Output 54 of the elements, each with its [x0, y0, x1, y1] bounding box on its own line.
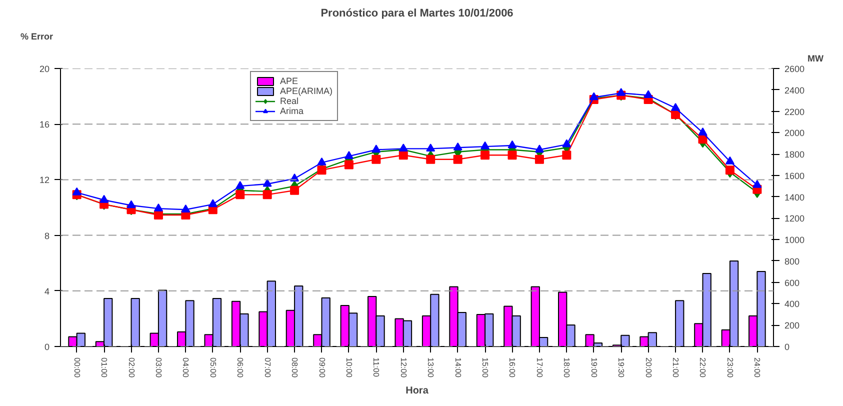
- x-tick-label: 19:30: [616, 358, 626, 378]
- y2-tick-label: 1600: [784, 170, 805, 181]
- y2-tick-label: 2600: [784, 64, 805, 74]
- y-tick-label: 0: [44, 342, 50, 352]
- x-tick-label: 00:00: [72, 358, 82, 378]
- y2-tick-label: 1800: [784, 150, 805, 160]
- x-tick-label: 24:00: [752, 358, 762, 378]
- x-tick-label: 07:00: [262, 358, 272, 378]
- x-tick-label: 19:00: [589, 358, 598, 378]
- y2-tick-label: 800: [784, 256, 800, 266]
- x-tick-label: 05:00: [208, 358, 218, 378]
- x-tick-label: 22:00: [698, 358, 708, 378]
- x-tick-label: 23:00: [725, 358, 734, 378]
- x-axis-title: Hora: [406, 386, 429, 397]
- x-tick-label: 21:00: [671, 358, 680, 378]
- y2-tick-label: 1200: [784, 214, 805, 224]
- x-tick-label: 15:00: [480, 358, 490, 378]
- y-tick-label: 12: [39, 175, 50, 186]
- y2-tick-label: 2200: [784, 106, 805, 117]
- y2-tick-label: 0: [784, 342, 790, 352]
- y2-tick-label: 1400: [784, 192, 805, 202]
- x-tick-label: 06:00: [236, 358, 245, 378]
- y-tick-label: 8: [44, 230, 50, 241]
- y2-axis-title: MW: [808, 54, 824, 64]
- x-tick-label: 10:00: [344, 358, 354, 378]
- x-tick-label: 11:00: [372, 358, 381, 378]
- y2-tick-label: 400: [784, 299, 800, 310]
- y-tick-label: 20: [39, 64, 50, 74]
- chart-title: Pronóstico para el Martes 10/01/2006: [320, 8, 514, 20]
- x-tick-label: 02:00: [126, 358, 136, 378]
- x-tick-label: 09:00: [317, 358, 326, 378]
- x-tick-label: 14:00: [453, 358, 462, 378]
- x-tick-label: 20:00: [644, 358, 653, 378]
- y-tick-label: 16: [39, 120, 50, 130]
- x-tick-label: 01:00: [100, 358, 109, 378]
- legend-label: APE: [280, 76, 300, 86]
- x-tick-label: 03:00: [154, 358, 163, 378]
- x-tick-label: 13:00: [426, 358, 436, 378]
- y2-tick-label: 2400: [784, 85, 805, 96]
- x-tick-label: 16:00: [508, 358, 517, 378]
- legend-label: APE(ARIMA): [280, 86, 333, 96]
- x-tick-label: 04:00: [181, 358, 190, 378]
- x-tick-label: 12:00: [398, 358, 408, 378]
- legend-label: Real: [280, 96, 300, 106]
- y2-tick-label: 600: [784, 278, 800, 288]
- y-tick-label: 4: [44, 286, 50, 296]
- x-tick-label: 08:00: [290, 358, 300, 378]
- y2-tick-label: 1000: [784, 235, 805, 246]
- legend-label: Arima: [280, 106, 304, 116]
- y2-tick-label: 2000: [784, 128, 805, 138]
- y2-tick-label: 200: [784, 320, 800, 331]
- y-axis-title: % Error: [20, 32, 54, 42]
- x-tick-label: 18:00: [562, 358, 572, 378]
- x-tick-label: 17:00: [534, 358, 544, 378]
